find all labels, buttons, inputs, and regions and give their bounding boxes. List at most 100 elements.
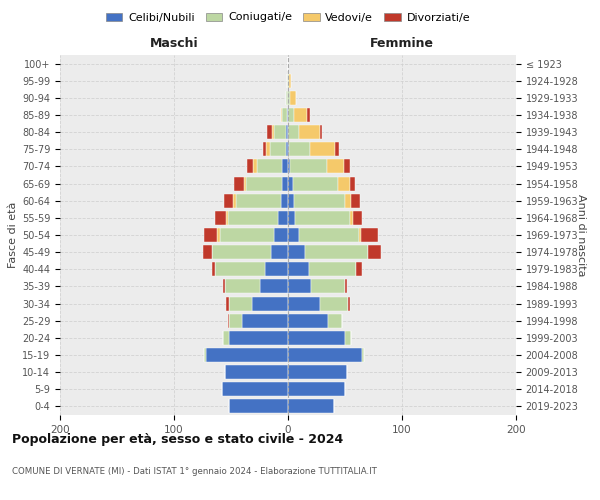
Bar (215, 262, 265, 276)
Bar (327, 160, 344, 173)
Bar (288, 314, 328, 328)
Bar (226, 296, 229, 310)
Bar (272, 125, 274, 139)
Bar (235, 176, 244, 190)
Bar (288, 296, 320, 310)
Bar (328, 314, 341, 328)
Bar (203, 348, 206, 362)
Bar (233, 194, 236, 207)
Bar (247, 160, 253, 173)
Bar (236, 194, 281, 207)
Bar (203, 245, 212, 259)
Bar (353, 211, 362, 225)
Bar (295, 211, 350, 225)
Bar (288, 245, 305, 259)
Bar (288, 74, 289, 88)
Bar (286, 125, 288, 139)
Bar (281, 194, 288, 207)
Bar (283, 160, 288, 173)
Bar (290, 91, 296, 105)
Bar (242, 314, 288, 328)
Bar (288, 382, 345, 396)
Bar (356, 262, 362, 276)
Bar (286, 142, 288, 156)
Bar (350, 176, 355, 190)
Bar (260, 280, 288, 293)
Bar (283, 176, 288, 190)
Bar (338, 176, 350, 190)
Text: COMUNE DI VERNATE (MI) - Dati ISTAT 1° gennaio 2024 - Elaborazione TUTTITALIA.IT: COMUNE DI VERNATE (MI) - Dati ISTAT 1° g… (12, 468, 377, 476)
Bar (305, 245, 368, 259)
Text: Popolazione per età, sesso e stato civile - 2024: Popolazione per età, sesso e stato civil… (12, 432, 343, 446)
Bar (229, 314, 242, 328)
Y-axis label: Anni di nascita: Anni di nascita (575, 194, 586, 276)
Bar (288, 331, 345, 345)
Bar (244, 176, 246, 190)
Bar (287, 74, 288, 88)
Bar (289, 142, 310, 156)
Bar (310, 142, 335, 156)
Bar (350, 211, 353, 225)
Bar (288, 142, 289, 156)
Bar (251, 296, 288, 310)
Bar (320, 296, 349, 310)
Bar (288, 262, 308, 276)
Bar (288, 400, 334, 413)
Bar (266, 142, 270, 156)
Bar (293, 176, 338, 190)
Bar (349, 296, 350, 310)
Bar (263, 142, 266, 156)
Bar (226, 211, 227, 225)
Bar (294, 108, 307, 122)
Bar (368, 245, 382, 259)
Bar (288, 125, 299, 139)
Bar (288, 91, 290, 105)
Bar (270, 142, 286, 156)
Bar (212, 245, 271, 259)
Bar (335, 142, 340, 156)
Bar (281, 108, 283, 122)
Bar (212, 262, 215, 276)
Bar (359, 228, 361, 242)
Bar (288, 176, 293, 190)
Bar (265, 262, 288, 276)
Bar (288, 194, 294, 207)
Y-axis label: Fasce di età: Fasce di età (8, 202, 18, 268)
Bar (307, 108, 310, 122)
Bar (299, 125, 320, 139)
Bar (350, 194, 360, 207)
Bar (311, 280, 345, 293)
Bar (362, 348, 364, 362)
Bar (361, 228, 378, 242)
Text: Maschi: Maschi (149, 37, 199, 50)
Text: Femmine: Femmine (370, 37, 434, 50)
Bar (283, 108, 287, 122)
Bar (288, 160, 290, 173)
Bar (253, 160, 257, 173)
Bar (222, 382, 288, 396)
Bar (288, 211, 295, 225)
Bar (215, 211, 226, 225)
Bar (226, 365, 288, 379)
Bar (226, 280, 260, 293)
Bar (288, 365, 347, 379)
Bar (287, 108, 288, 122)
Bar (274, 125, 286, 139)
Bar (227, 314, 229, 328)
Bar (224, 194, 233, 207)
Bar (220, 228, 274, 242)
Bar (246, 176, 283, 190)
Bar (290, 160, 327, 173)
Bar (206, 348, 288, 362)
Bar (345, 194, 350, 207)
Bar (257, 160, 283, 173)
Bar (203, 228, 217, 242)
Bar (223, 331, 229, 345)
Bar (229, 296, 251, 310)
Bar (217, 228, 220, 242)
Bar (288, 348, 362, 362)
Bar (278, 211, 288, 225)
Bar (294, 194, 345, 207)
Bar (223, 280, 226, 293)
Bar (344, 160, 350, 173)
